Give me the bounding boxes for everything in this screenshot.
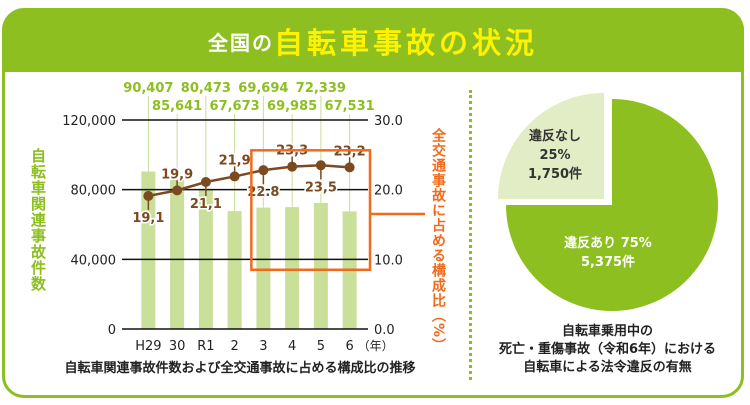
- right-axis-label: 全交通事故に占める構成比（%）: [430, 128, 446, 354]
- dotted-divider: [469, 90, 472, 380]
- left-axis-label: 自転車関連事故件数: [29, 148, 47, 292]
- bar-chart-caption: 自転車関連事故件数および全交通事故に占める構成比の推移: [64, 361, 416, 376]
- line-point: [287, 161, 298, 172]
- header-prefix: 全国の: [207, 30, 274, 55]
- x-tick-label: 30: [169, 339, 186, 354]
- line-point: [172, 185, 183, 196]
- x-tick-label: 4: [288, 339, 296, 354]
- pie-slice-no-violation: [498, 93, 604, 199]
- x-unit-label: （年）: [358, 339, 394, 353]
- line-value-label: 22.8: [247, 185, 279, 200]
- bar-value-label: 80,473: [181, 81, 231, 96]
- line-point: [229, 171, 240, 182]
- line-point: [315, 160, 326, 171]
- bar-value-label: 67,673: [210, 99, 260, 114]
- pie-label-no-violation: 違反なし: [529, 128, 581, 144]
- panel-frame: [2, 8, 744, 398]
- bar-value-label: 72,339: [296, 81, 346, 96]
- bar: [141, 171, 156, 329]
- x-tick-label: 6: [345, 339, 353, 354]
- pie-caption-line: 死亡・重傷事故（令和6年）における: [498, 342, 717, 357]
- bar-value-label: 67,531: [325, 99, 375, 114]
- line-value-label: 19,1: [132, 211, 164, 226]
- bar-value-label: 90,407: [123, 81, 173, 96]
- left-tick-label: 120,000: [62, 114, 116, 129]
- line-value-label: 23,2: [334, 144, 366, 159]
- right-tick-label: 20.0: [374, 184, 403, 199]
- line-value-label: 23,5: [305, 180, 337, 195]
- pie-percent-no-violation: 25%: [539, 148, 570, 163]
- pie-label-violation: 違反あり 75%: [564, 235, 652, 251]
- pie-caption-line: 自転車による法令違反の有無: [523, 360, 692, 375]
- line-point: [200, 177, 211, 188]
- pie-caption: 自転車乗用中の 死亡・重傷事故（令和6年）における 自転車による法令違反の有無: [475, 323, 740, 377]
- line-value-label: 21,9: [219, 153, 251, 168]
- right-tick-label: 10.0: [374, 253, 403, 268]
- bar-value-label: 69,985: [267, 99, 317, 114]
- left-tick-label: 0: [108, 323, 116, 338]
- pie-count-no-violation: 1,750件: [528, 166, 582, 182]
- line-point: [143, 190, 154, 201]
- line-point: [258, 165, 269, 176]
- bar: [170, 179, 185, 329]
- pie-slice-violation: [506, 99, 718, 311]
- bar: [285, 207, 300, 329]
- left-tick-label: 80,000: [71, 184, 117, 199]
- bar: [313, 203, 328, 329]
- x-tick-label: 5: [317, 339, 325, 354]
- right-tick-label: 0.0: [374, 323, 395, 338]
- bar: [256, 207, 271, 329]
- line-value-label: 21,1: [190, 197, 222, 212]
- line-point: [344, 162, 355, 173]
- line-value-label: 19,9: [161, 167, 193, 182]
- x-tick-label: H29: [135, 339, 161, 354]
- pie-count-violation: 5,375件: [581, 254, 635, 270]
- highlight-box: [250, 149, 372, 272]
- left-tick-label: 40,000: [71, 253, 117, 268]
- pie-caption-line: 自転車乗用中の: [561, 324, 653, 339]
- header-title: 自転車事故の状況: [273, 26, 538, 60]
- x-tick-label: R1: [197, 339, 214, 354]
- bar-value-label: 85,641: [152, 99, 202, 114]
- header-banner: 全国の 自転車事故の状況: [2, 10, 744, 72]
- x-tick-label: 2: [230, 339, 238, 354]
- x-tick-label: 3: [259, 339, 267, 354]
- right-tick-label: 30.0: [374, 114, 403, 129]
- bar-value-label: 69,694: [238, 81, 288, 96]
- bar: [227, 211, 242, 329]
